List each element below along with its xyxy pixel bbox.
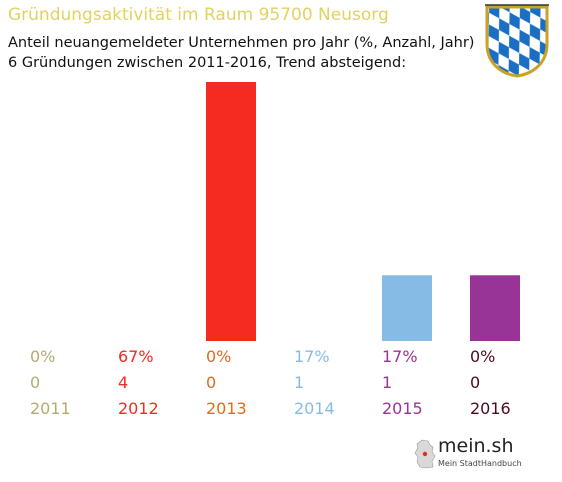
- count-label-2013: 0: [206, 373, 217, 392]
- percent-label-2013: 0%: [206, 347, 232, 366]
- count-label-2015: 1: [382, 373, 393, 392]
- year-label-2012: 2012: [118, 399, 159, 418]
- percent-label-2015: 17%: [382, 347, 418, 366]
- bar-2012: [206, 82, 256, 341]
- year-label-2011: 2011: [30, 399, 71, 418]
- count-label-2012: 4: [118, 373, 129, 392]
- percent-label-2016: 0%: [470, 347, 496, 366]
- logo-tagline: Mein StadtHandbuch: [438, 459, 522, 468]
- chart-subtitle-line2: 6 Gründungen zwischen 2011-2016, Trend a…: [8, 55, 407, 71]
- mein-sh-logo[interactable]: mein.sh Mein StadtHandbuch: [414, 435, 524, 475]
- chart-title: Gründungsaktivität im Raum 95700 Neusorg: [8, 5, 389, 25]
- percent-label-2011: 0%: [30, 347, 56, 366]
- chart-subtitle-line1: Anteil neuangemeldeter Unternehmen pro J…: [8, 35, 475, 51]
- percent-label-2012: 67%: [118, 347, 154, 366]
- year-label-2015: 2015: [382, 399, 423, 418]
- year-label-2014: 2014: [294, 399, 335, 418]
- bar-2014: [382, 275, 432, 341]
- count-label-2011: 0: [30, 373, 41, 392]
- bavarian-coat-of-arms-icon: [485, 4, 549, 78]
- percent-label-2014: 17%: [294, 347, 330, 366]
- logo-name: mein.sh: [438, 435, 514, 457]
- year-label-2013: 2013: [206, 399, 247, 418]
- bar-2015: [470, 275, 520, 341]
- count-label-2014: 1: [294, 373, 305, 392]
- year-label-2016: 2016: [470, 399, 511, 418]
- count-label-2016: 0: [470, 373, 481, 392]
- germany-map-icon: [414, 439, 436, 469]
